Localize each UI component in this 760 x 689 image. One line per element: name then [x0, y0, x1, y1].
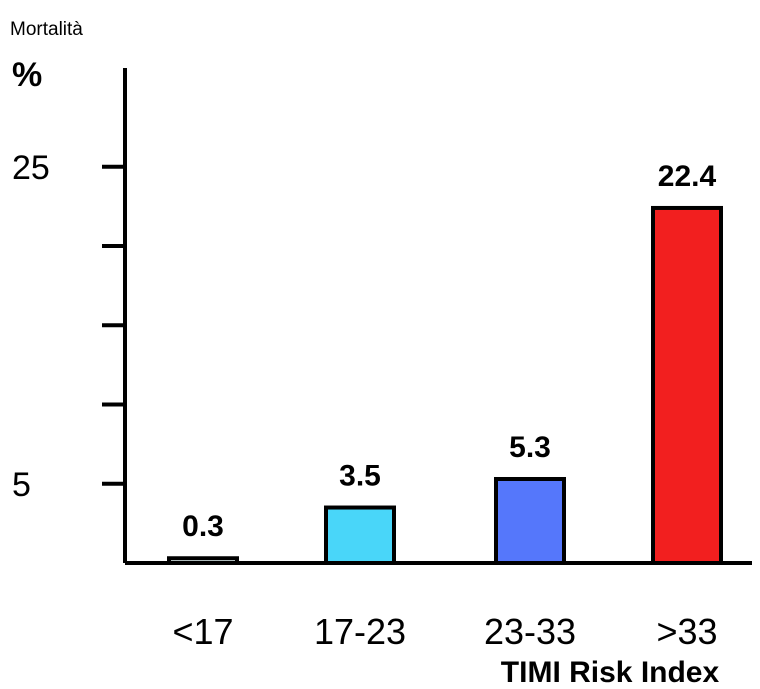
y-tick-label-0: 5 [12, 466, 31, 504]
value-label-2: 5.3 [509, 431, 551, 464]
category-labels: <17 17-23 23-33 >33 [172, 611, 717, 652]
y-tick-label-1: 25 [12, 149, 50, 187]
value-label-1: 3.5 [339, 460, 381, 493]
y-ticks [102, 164, 125, 486]
bar-3 [651, 205, 723, 566]
x-axis-title: TIMI Risk Index [501, 656, 720, 689]
bar-0 [167, 556, 239, 565]
y-axis-unit: % [12, 56, 42, 94]
category-label-3: >33 [656, 611, 717, 652]
y-axis-title: Mortalità [10, 19, 83, 40]
value-labels: 0.3 3.5 5.3 22.4 [182, 160, 716, 543]
bars [167, 205, 723, 566]
axes: 5 25 [12, 68, 752, 565]
category-label-0: <17 [172, 611, 233, 652]
bar-1 [324, 505, 396, 565]
category-label-2: 23-33 [484, 611, 576, 652]
bar-2 [494, 476, 566, 565]
category-label-1: 17-23 [314, 611, 406, 652]
value-label-3: 22.4 [658, 160, 717, 193]
value-label-0: 0.3 [182, 510, 224, 543]
y-tick-labels: 5 25 [12, 149, 50, 504]
